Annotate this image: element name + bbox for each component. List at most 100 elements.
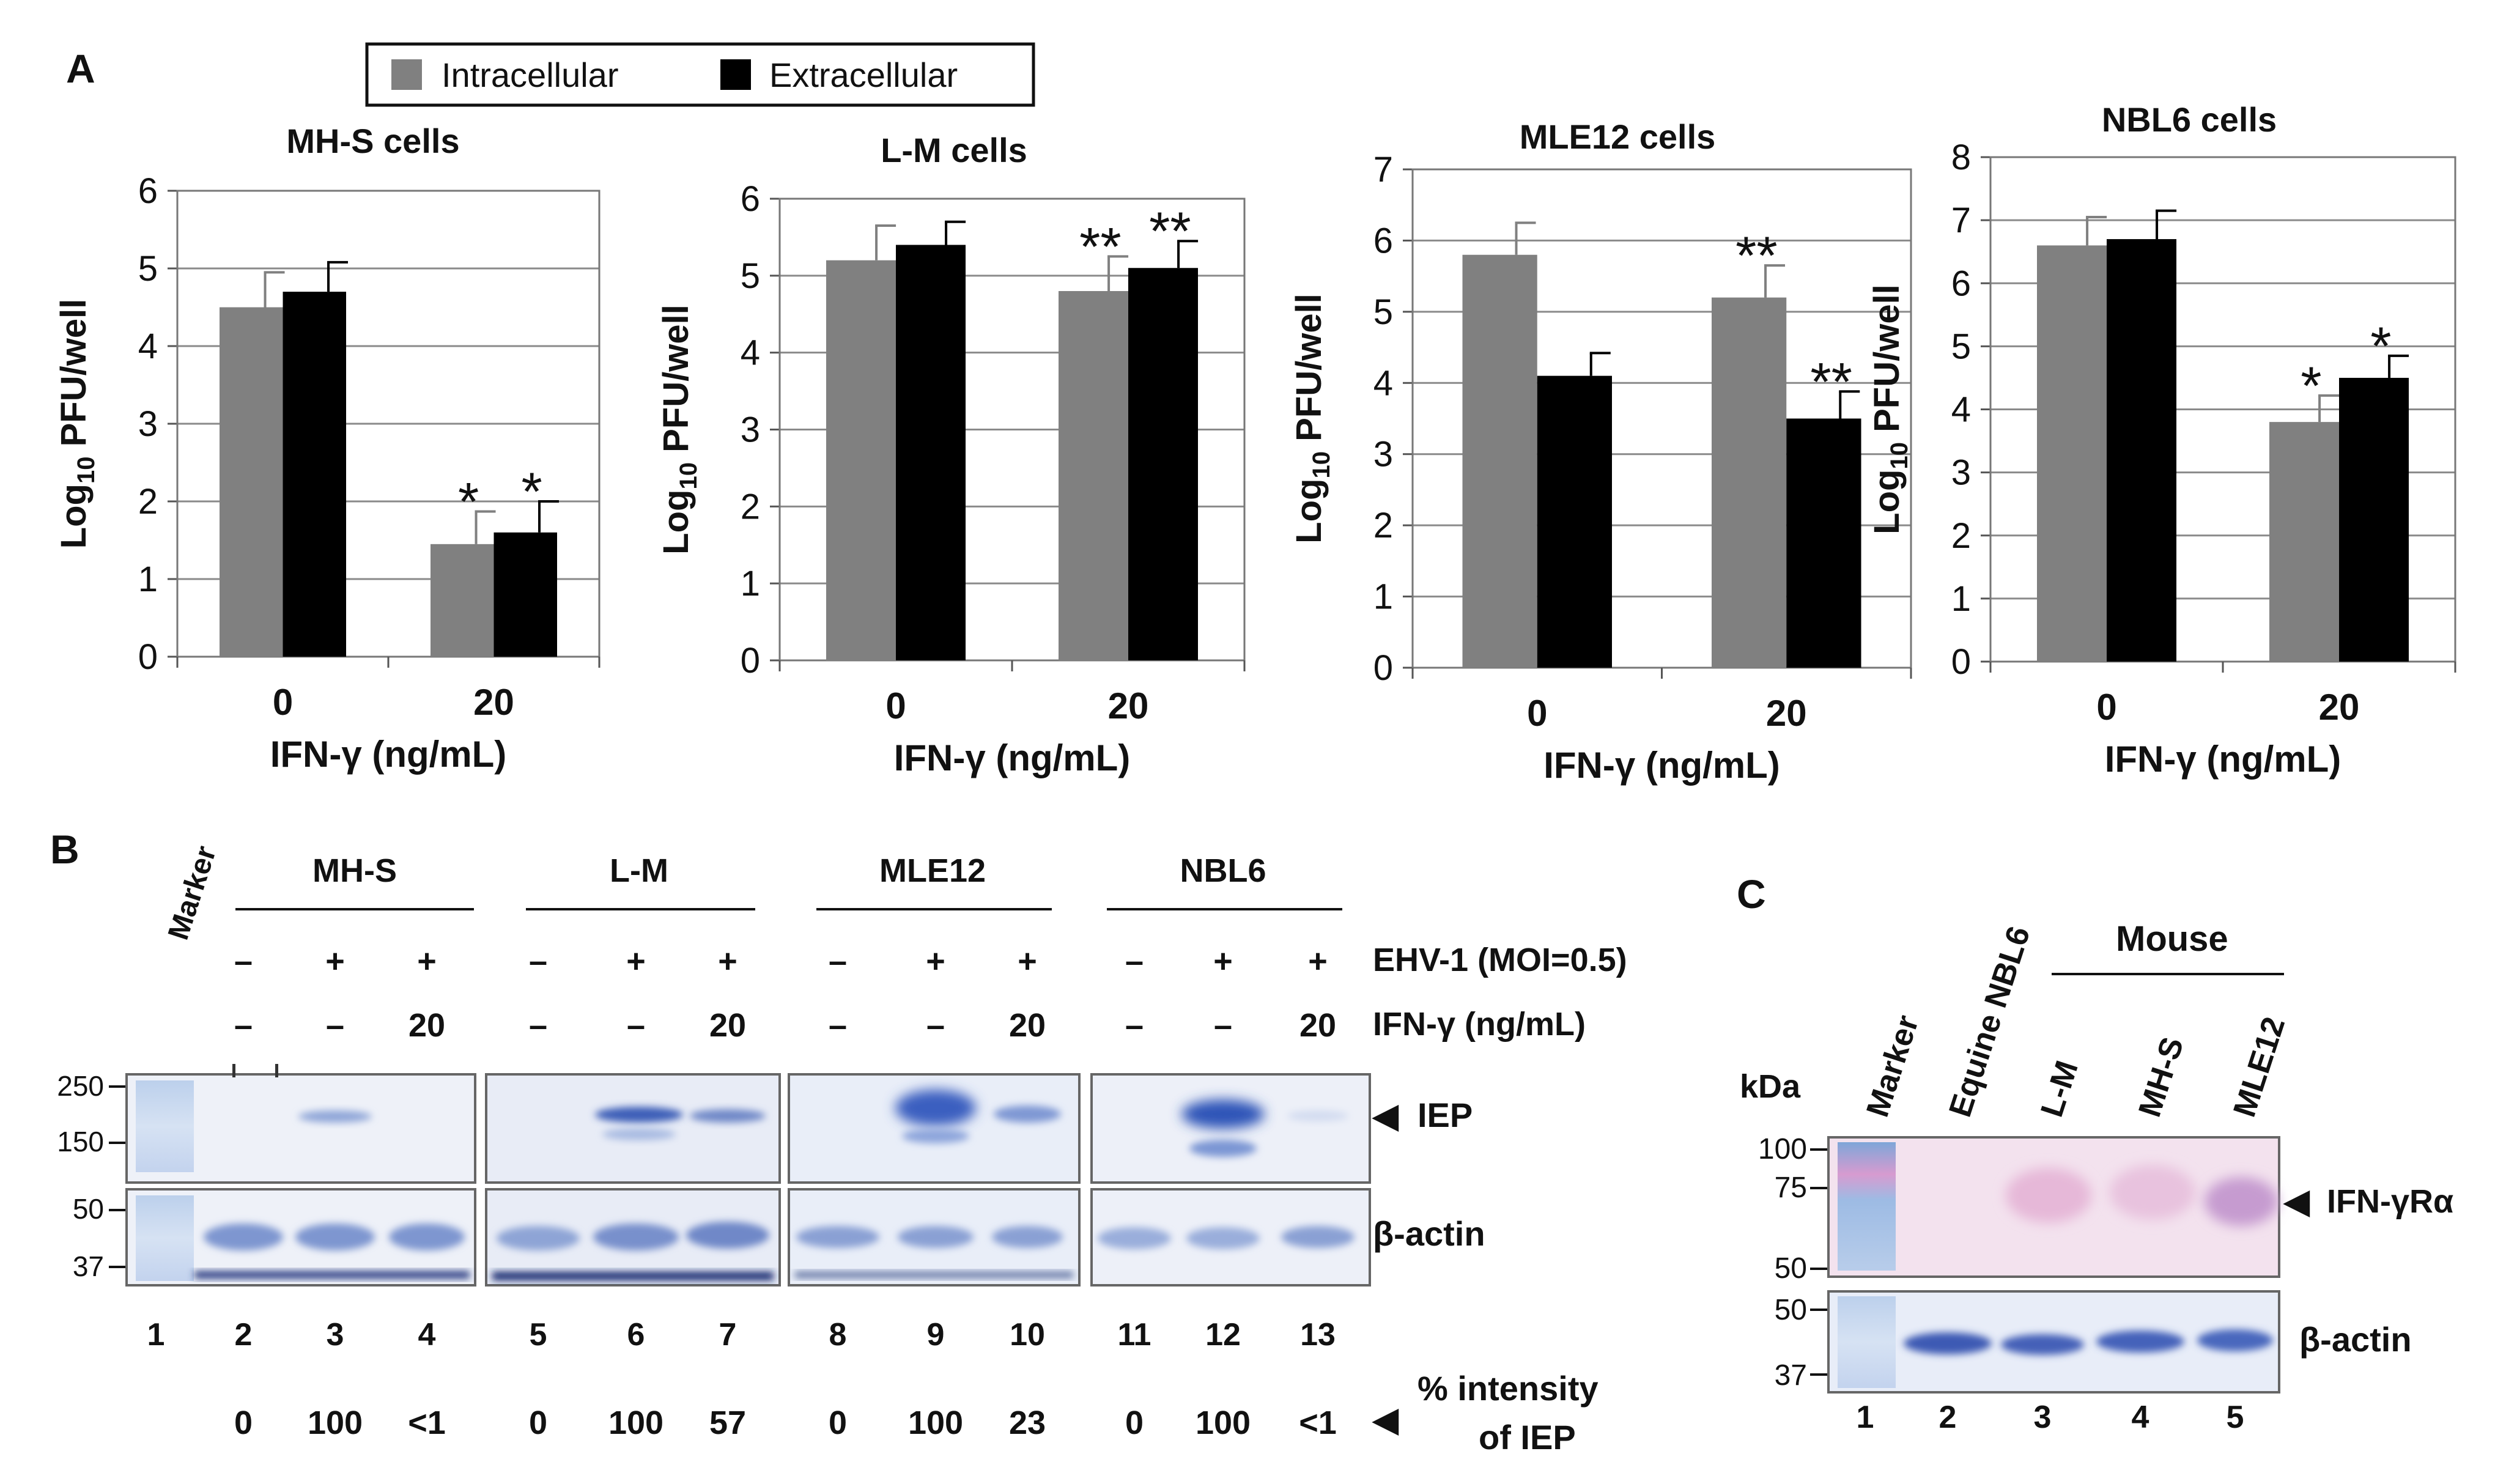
chart-title: NBL6 cells [2102,100,2277,139]
lane-number: 1 [1857,1400,1874,1435]
significance-marker: ** [1810,351,1852,412]
blot-c-actin-row [1827,1290,2280,1394]
x-tick-label: 0 [2096,687,2116,728]
blot-c-lane-label-equine: Equine NBL6 [1942,922,2037,1121]
blot-b-intensity-row: 0 100 <1 0 100 57 0 100 23 0 100 <1 [234,1405,1337,1441]
blot-b-mw-250: 250 [57,1070,104,1102]
bar-intracellular [2037,245,2107,662]
ifn-mark: – [326,1007,344,1044]
bar-extracellular [2107,239,2176,662]
blot-c-lane-label-marker: Marker [1860,1011,1926,1121]
ehv-mark: + [325,943,345,980]
lane-number: 8 [829,1317,847,1353]
lane-number: 3 [2034,1400,2052,1435]
lane-number: 1 [147,1317,165,1353]
bar-extracellular [283,292,346,657]
blot-c-band-actin [2197,1329,2273,1351]
ehv-mark: + [718,943,737,980]
blot-b-iep-label: IEP [1417,1096,1473,1134]
ehv-mark: + [1213,943,1233,980]
ehv-mark: + [417,943,437,980]
ifn-mark: – [234,1007,253,1044]
blot-c-mouse-label: Mouse [2116,919,2228,959]
blot-b-marker-lane [136,1080,194,1172]
ifn-mark: 20 [1299,1007,1336,1044]
legend-label-intracellular: Intracellular [442,56,618,94]
blot-b-marker-label: Marker [162,842,223,943]
bar-intracellular [220,307,283,657]
blot-b-group-l-m: L-M [610,852,668,889]
ifn-mark: 20 [408,1007,445,1044]
bar-intracellular [1462,254,1537,668]
blot-b-band-actin [204,1224,283,1250]
blot-b-group-mh-s: MH-S [312,852,397,889]
y-tick-label: 7 [1373,150,1393,190]
blot-c-mw-actin-37: 37 [1775,1359,1807,1392]
ifn-mark: – [529,1007,547,1044]
x-axis-label: IFN-γ (ng/mL) [894,737,1131,778]
ehv-mark: – [234,943,253,980]
y-axis-label-part: Log [54,484,94,548]
blot-c-mw-75: 75 [1775,1172,1807,1204]
blot-b-well-mark [275,1064,278,1077]
y-tick-label: 2 [1373,506,1393,545]
chart-title: MH-S cells [286,122,459,160]
blot-b-band-lower [795,1272,1073,1278]
x-tick-label: 20 [473,682,514,723]
y-tick-label: 4 [1951,390,1971,430]
significance-marker: * [2301,355,2321,416]
blot-c-band-actin [2001,1334,2084,1355]
y-tick-label: 3 [1373,435,1393,474]
blot-b-actin-marker-lane [136,1195,194,1281]
x-tick-label: 0 [885,685,906,726]
panel-label-c: C [1737,871,1766,917]
y-tick-label: 4 [741,333,760,373]
y-tick-label: 5 [1951,327,1971,366]
x-tick-label: 20 [1108,685,1149,726]
blot-b-iep-arrow: ◀ [1372,1098,1399,1134]
y-tick-label: 3 [1951,453,1971,493]
y-tick-label: 1 [741,564,760,604]
bar-intracellular [826,260,896,661]
blot-b-band-iep [298,1110,372,1123]
bar-extracellular [493,532,557,657]
blot-b-band-actin [295,1224,375,1250]
y-tick-label: 6 [1373,221,1393,260]
y-tick-label: 6 [138,171,158,211]
blot-b-band-actin [686,1222,769,1249]
blot-b-lane-numbers: 1 2 3 4 5 6 7 8 9 10 11 12 13 [147,1317,1336,1353]
blot-b-band-actin [1098,1227,1171,1249]
ehv-mark: – [1125,943,1144,980]
blot-b-intensity-label-1: % intensity [1417,1369,1599,1408]
blot-c-lane-label-l-m: L-M [2034,1057,2085,1121]
bar-intracellular [1059,291,1128,660]
y-tick-label: 5 [138,249,158,289]
significance-marker: ** [1079,216,1122,276]
y-axis-label: Log10 PFU/well [54,299,100,549]
y-axis-label-part: PFU/well [1289,293,1329,451]
y-tick-label: 2 [741,487,760,526]
y-tick-label: 5 [741,256,760,296]
blot-c-mw-100: 100 [1758,1133,1807,1165]
blot-b-actin-label: β-actin [1373,1214,1485,1253]
bar-extracellular [896,245,966,660]
y-tick-label: 2 [138,482,158,522]
blot-b-band-iep [1189,1140,1257,1157]
y-axis-label: Log10 PFU/well [1289,293,1335,544]
lane-number: 5 [2227,1400,2244,1435]
y-axis-label-part: Log [656,490,696,555]
blot-c-mw-actin-50: 50 [1775,1294,1807,1326]
intensity-value: <1 [1299,1405,1337,1441]
blot-b-membrane-nbl6 [1090,1073,1371,1184]
blot-c-band-receptor [2006,1168,2091,1223]
blot-b-band-lower [492,1272,774,1280]
blot-b-band-actin [1281,1226,1355,1248]
blot-c-receptor-label: IFN-γRα [2327,1183,2453,1220]
x-tick-label: 20 [1766,693,1807,734]
blot-b-band-iep [902,1129,969,1143]
bar-intracellular [431,544,494,657]
y-axis-label-part: PFU/well [1867,284,1907,442]
y-axis-label-part: PFU/well [54,299,94,457]
bar-extracellular [1128,268,1198,660]
intensity-value: 100 [908,1405,963,1441]
